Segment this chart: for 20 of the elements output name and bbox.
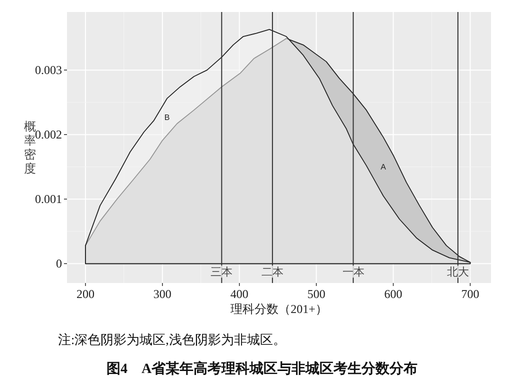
text: 注:深色阴影为城区,浅色阴影为非城区。 <box>58 332 286 347</box>
series-label: A <box>380 162 387 172</box>
y-tick-label: 0.002 <box>35 128 62 142</box>
x-axis-title: 理科分数（201+） <box>230 302 328 316</box>
x-tick-label: 700 <box>461 287 480 301</box>
x-tick-label: 500 <box>307 287 326 301</box>
ref-line-label: 三本 <box>210 266 233 279</box>
x-tick-label: 600 <box>384 287 402 301</box>
x-tick-label: 200 <box>76 287 94 301</box>
ref-line-label: 北大 <box>446 266 469 279</box>
y-tick-label: 0.001 <box>35 192 62 206</box>
x-tick-label: 400 <box>230 287 248 301</box>
y-tick-label: 0 <box>56 256 62 271</box>
ref-line-label: 二本 <box>261 266 284 279</box>
y-tick-label: 0.003 <box>35 63 62 78</box>
ref-line-label: 一本 <box>342 266 364 279</box>
y-axis-title: 概率密度 <box>24 120 36 176</box>
text: 图4 A省某年高考理科城区与非城区考生分数分布 <box>106 360 418 377</box>
series-label: B <box>164 112 170 122</box>
x-tick-label: 300 <box>153 287 172 301</box>
